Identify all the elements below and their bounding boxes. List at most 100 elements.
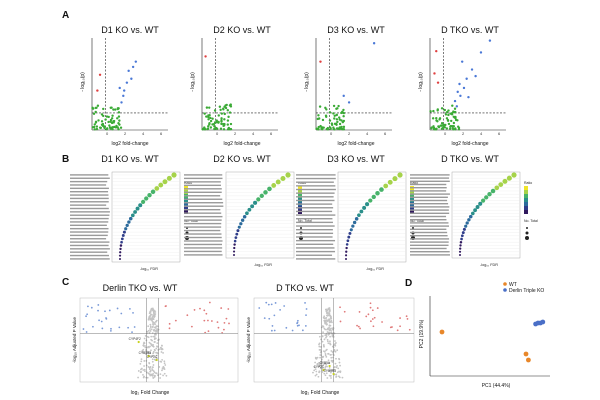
enrichment-plot-frame [111,171,181,263]
ns-point [324,114,328,117]
up-point [221,332,224,334]
up-point [465,77,468,80]
enrichment-term-label [70,234,108,237]
down-point [96,89,99,92]
enrichment-dot [357,213,361,218]
up-point [371,318,374,320]
tick-label: 2 [348,131,351,136]
ns-point [147,345,150,348]
ns-point [321,364,324,367]
ns-point [108,124,111,127]
enrichment-dot [346,239,350,243]
labeled-gene-point [328,364,331,368]
down-point [100,320,103,323]
down-point [305,314,307,317]
enrichment-term-label [410,247,447,250]
enrichment-term-label [70,187,109,190]
enrichment-dot [481,198,486,203]
ns-point [152,350,155,353]
pca-ylabel: PC2 (19.9%) [419,319,425,348]
ns-point [431,117,435,120]
down-point [436,81,440,84]
ns-point [335,375,338,378]
enrichment-dot [275,179,281,185]
ns-point [102,114,105,118]
ns-point [102,125,106,128]
ns-point [330,356,333,359]
enrichment-term-label [410,212,450,214]
ns-point [151,366,154,369]
ns-point [316,363,319,366]
up-point [168,322,171,325]
ns-point [140,360,143,363]
ns-point [219,108,222,112]
ns-point [328,326,330,329]
ns-point [148,361,151,364]
enrichment-term-label [410,203,449,205]
volcano-a4-ylabel: - log₁₀(p) [418,72,424,92]
enrichment-dot [122,230,126,234]
enrichment-dot [371,194,376,200]
up-point [453,99,457,103]
ns-point [338,370,340,373]
ns-point [337,116,341,119]
ns-point [96,104,100,107]
ns-point [330,359,333,362]
ns-point [94,106,97,110]
tick-label: 0 [216,131,219,136]
enrichment-dot [158,182,164,188]
ns-point [220,117,223,120]
enrichment-dot [128,216,133,221]
ns-point [222,124,226,127]
ns-point [324,362,327,365]
down-point [131,331,133,334]
ns-point [94,110,97,114]
enrichment-term-label [184,181,221,183]
ns-point [152,355,155,357]
ns-point [338,358,341,361]
ns-point [321,128,324,131]
ns-point [209,116,212,120]
ns-point [213,121,217,124]
down-point [90,306,93,309]
ns-point [116,117,119,120]
ns-point [457,128,461,131]
enrichment-dot [154,186,160,191]
enrichment-size-legend-dot [412,227,414,229]
ns-point [324,367,326,369]
volcano-c2-ylabel: -log₁₀ Adjusted P Value [246,317,251,363]
enrichment-term-label [184,188,222,190]
ns-point [449,124,453,128]
ns-point [140,358,143,361]
enrichment-dot [470,211,475,216]
enrichment-term-label [184,247,223,249]
ns-point [340,111,343,115]
down-point [132,312,134,314]
ns-point [150,328,153,331]
ns-point [115,124,118,128]
ns-point [149,325,152,328]
ns-point [324,319,327,322]
ns-point [229,127,233,131]
ns-point [213,125,216,128]
down-point [270,303,273,306]
enrichment-colorbar-step [410,206,414,210]
enrichment-term-label [410,225,449,227]
ns-point [313,369,316,372]
enrich-b3-title: D3 KO vs. WT [327,154,385,164]
enrichment-dot [344,254,348,257]
ns-point [317,114,320,117]
ns-point [215,127,219,130]
ns-point [151,360,154,363]
ns-point [104,118,107,121]
ns-point [336,120,339,124]
enrichment-xlabel: -log₁₀ FDR [480,263,498,267]
enrichment-size-legend-dot [525,231,529,235]
ns-point [451,126,454,130]
panel-letter-d: D [405,278,412,289]
ns-point [153,314,156,317]
enrichment-size-legend-title: No. Total [524,219,538,223]
up-point [168,327,171,330]
ns-point [329,371,332,374]
ns-point [443,108,446,112]
